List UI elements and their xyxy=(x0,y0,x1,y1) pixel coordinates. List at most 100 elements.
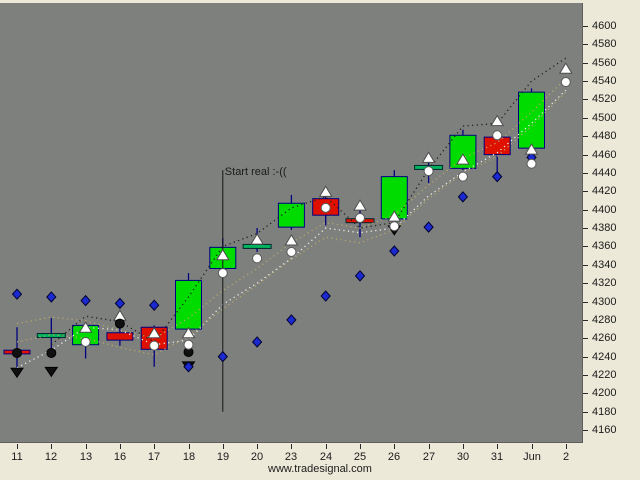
y-axis-tick xyxy=(583,375,588,376)
x-axis-tick xyxy=(326,444,327,449)
marker-signal-up-triangles xyxy=(78,321,93,333)
y-axis-tick xyxy=(583,338,588,339)
marker-signal-white-dots xyxy=(217,268,228,279)
candle-body-Jun xyxy=(518,91,545,149)
candle-body-12 xyxy=(36,333,66,339)
y-axis-tick xyxy=(583,265,588,266)
watermark-text: www.tradesignal.com xyxy=(268,463,372,475)
marker-sar-diamonds xyxy=(217,350,228,363)
y-axis-label: 4480 xyxy=(592,130,617,142)
y-axis-tick xyxy=(583,63,588,64)
y-axis-label: 4460 xyxy=(592,149,617,161)
y-axis-tick xyxy=(583,81,588,82)
marker-signal-down-triangles xyxy=(10,367,24,379)
x-axis-label: 19 xyxy=(216,451,230,463)
y-axis-label: 4280 xyxy=(592,314,617,326)
x-axis-tick xyxy=(154,444,155,449)
x-axis-label: Jun xyxy=(523,451,541,463)
y-axis-tick xyxy=(583,393,588,394)
y-axis-tick xyxy=(583,246,588,247)
x-axis-label: 16 xyxy=(113,451,127,463)
y-axis-tick xyxy=(583,118,588,119)
y-axis-tick xyxy=(583,136,588,137)
y-axis-tick xyxy=(583,191,588,192)
x-axis-tick xyxy=(291,444,292,449)
y-axis-label: 4580 xyxy=(592,38,617,50)
price-chart-plot: Start real :-(( xyxy=(0,3,583,443)
marker-signal-white-dots xyxy=(526,158,537,169)
y-axis-tick xyxy=(583,155,588,156)
marker-signal-up-triangles xyxy=(524,143,539,155)
x-axis-label: 23 xyxy=(284,451,298,463)
x-axis-tick xyxy=(429,444,430,449)
marker-signal-white-dots xyxy=(149,340,160,351)
marker-signal-white-dots xyxy=(320,202,331,213)
dotted-line-khaki xyxy=(16,77,567,339)
marker-signal-white-dots xyxy=(389,221,400,232)
y-axis-tick xyxy=(583,302,588,303)
y-axis-label: 4160 xyxy=(592,424,617,436)
y-axis-label: 4180 xyxy=(592,406,617,418)
y-axis-tick xyxy=(583,228,588,229)
y-axis-label: 4220 xyxy=(592,369,617,381)
x-axis-label: 2 xyxy=(562,451,570,463)
candle-body-16 xyxy=(106,332,134,341)
x-axis-label: 18 xyxy=(182,451,196,463)
y-axis-label: 4240 xyxy=(592,351,617,363)
x-axis-label: 25 xyxy=(353,451,367,463)
y-axis-label: 4320 xyxy=(592,277,617,289)
x-axis-tick xyxy=(463,444,464,449)
marker-sar-diamonds xyxy=(183,360,194,373)
x-axis-tick xyxy=(394,444,395,449)
x-axis-label: 26 xyxy=(387,451,401,463)
marker-signal-white-dots xyxy=(355,212,365,223)
y-axis-label: 4440 xyxy=(592,167,617,179)
x-axis-tick xyxy=(566,444,567,449)
dotted-line-white xyxy=(16,89,567,369)
y-axis-tick xyxy=(583,430,588,431)
marker-signal-up-triangles xyxy=(456,153,470,165)
marker-sar-diamonds xyxy=(423,221,434,233)
marker-sar-diamonds xyxy=(389,245,400,257)
candle-body-18 xyxy=(175,279,202,330)
y-axis-label: 4540 xyxy=(592,75,617,87)
x-axis-label: 13 xyxy=(79,451,93,463)
marker-signal-white-dots xyxy=(286,246,297,257)
marker-signal-white-dots xyxy=(80,336,91,347)
marker-sar-diamonds xyxy=(149,299,160,311)
y-axis-tick xyxy=(583,173,588,174)
annotation-text: Start real :-(( xyxy=(225,166,287,178)
x-axis-label: 30 xyxy=(456,451,470,463)
y-axis-label: 4420 xyxy=(592,185,617,197)
marker-signal-black-dots xyxy=(114,318,125,329)
marker-signal-up-triangles xyxy=(181,326,196,339)
marker-sar-diamonds xyxy=(320,290,331,302)
marker-signal-up-triangles xyxy=(387,210,402,222)
marker-signal-up-triangles xyxy=(353,199,367,211)
marker-signal-up-triangles xyxy=(147,326,162,339)
marker-signal-black-dots xyxy=(46,347,57,358)
marker-signal-white-dots xyxy=(183,339,194,350)
y-axis-label: 4360 xyxy=(592,240,617,252)
marker-sar-diamonds xyxy=(286,314,297,326)
x-axis-label: 11 xyxy=(11,451,23,463)
marker-sar-diamonds xyxy=(114,297,126,310)
candle-body-23 xyxy=(277,202,305,228)
y-axis-tick xyxy=(583,320,588,321)
marker-signal-up-triangles xyxy=(558,62,573,74)
y-axis-tick xyxy=(583,99,588,100)
dotted-line-black xyxy=(50,57,567,346)
x-axis-tick xyxy=(120,444,121,449)
marker-signal-white-dots xyxy=(423,166,434,177)
marker-sar-diamonds xyxy=(11,288,23,300)
x-axis-label: 17 xyxy=(147,451,161,463)
x-axis-label: 27 xyxy=(422,451,436,463)
marker-signal-up-triangles xyxy=(284,234,299,246)
y-axis-label: 4340 xyxy=(592,259,617,271)
marker-signal-black-dots xyxy=(12,347,22,358)
marker-signal-white-dots xyxy=(457,171,468,182)
candlestick-chart: Start real :-(( xyxy=(0,3,583,443)
marker-signal-white-dots xyxy=(560,77,571,88)
x-axis-label: 31 xyxy=(490,451,504,463)
